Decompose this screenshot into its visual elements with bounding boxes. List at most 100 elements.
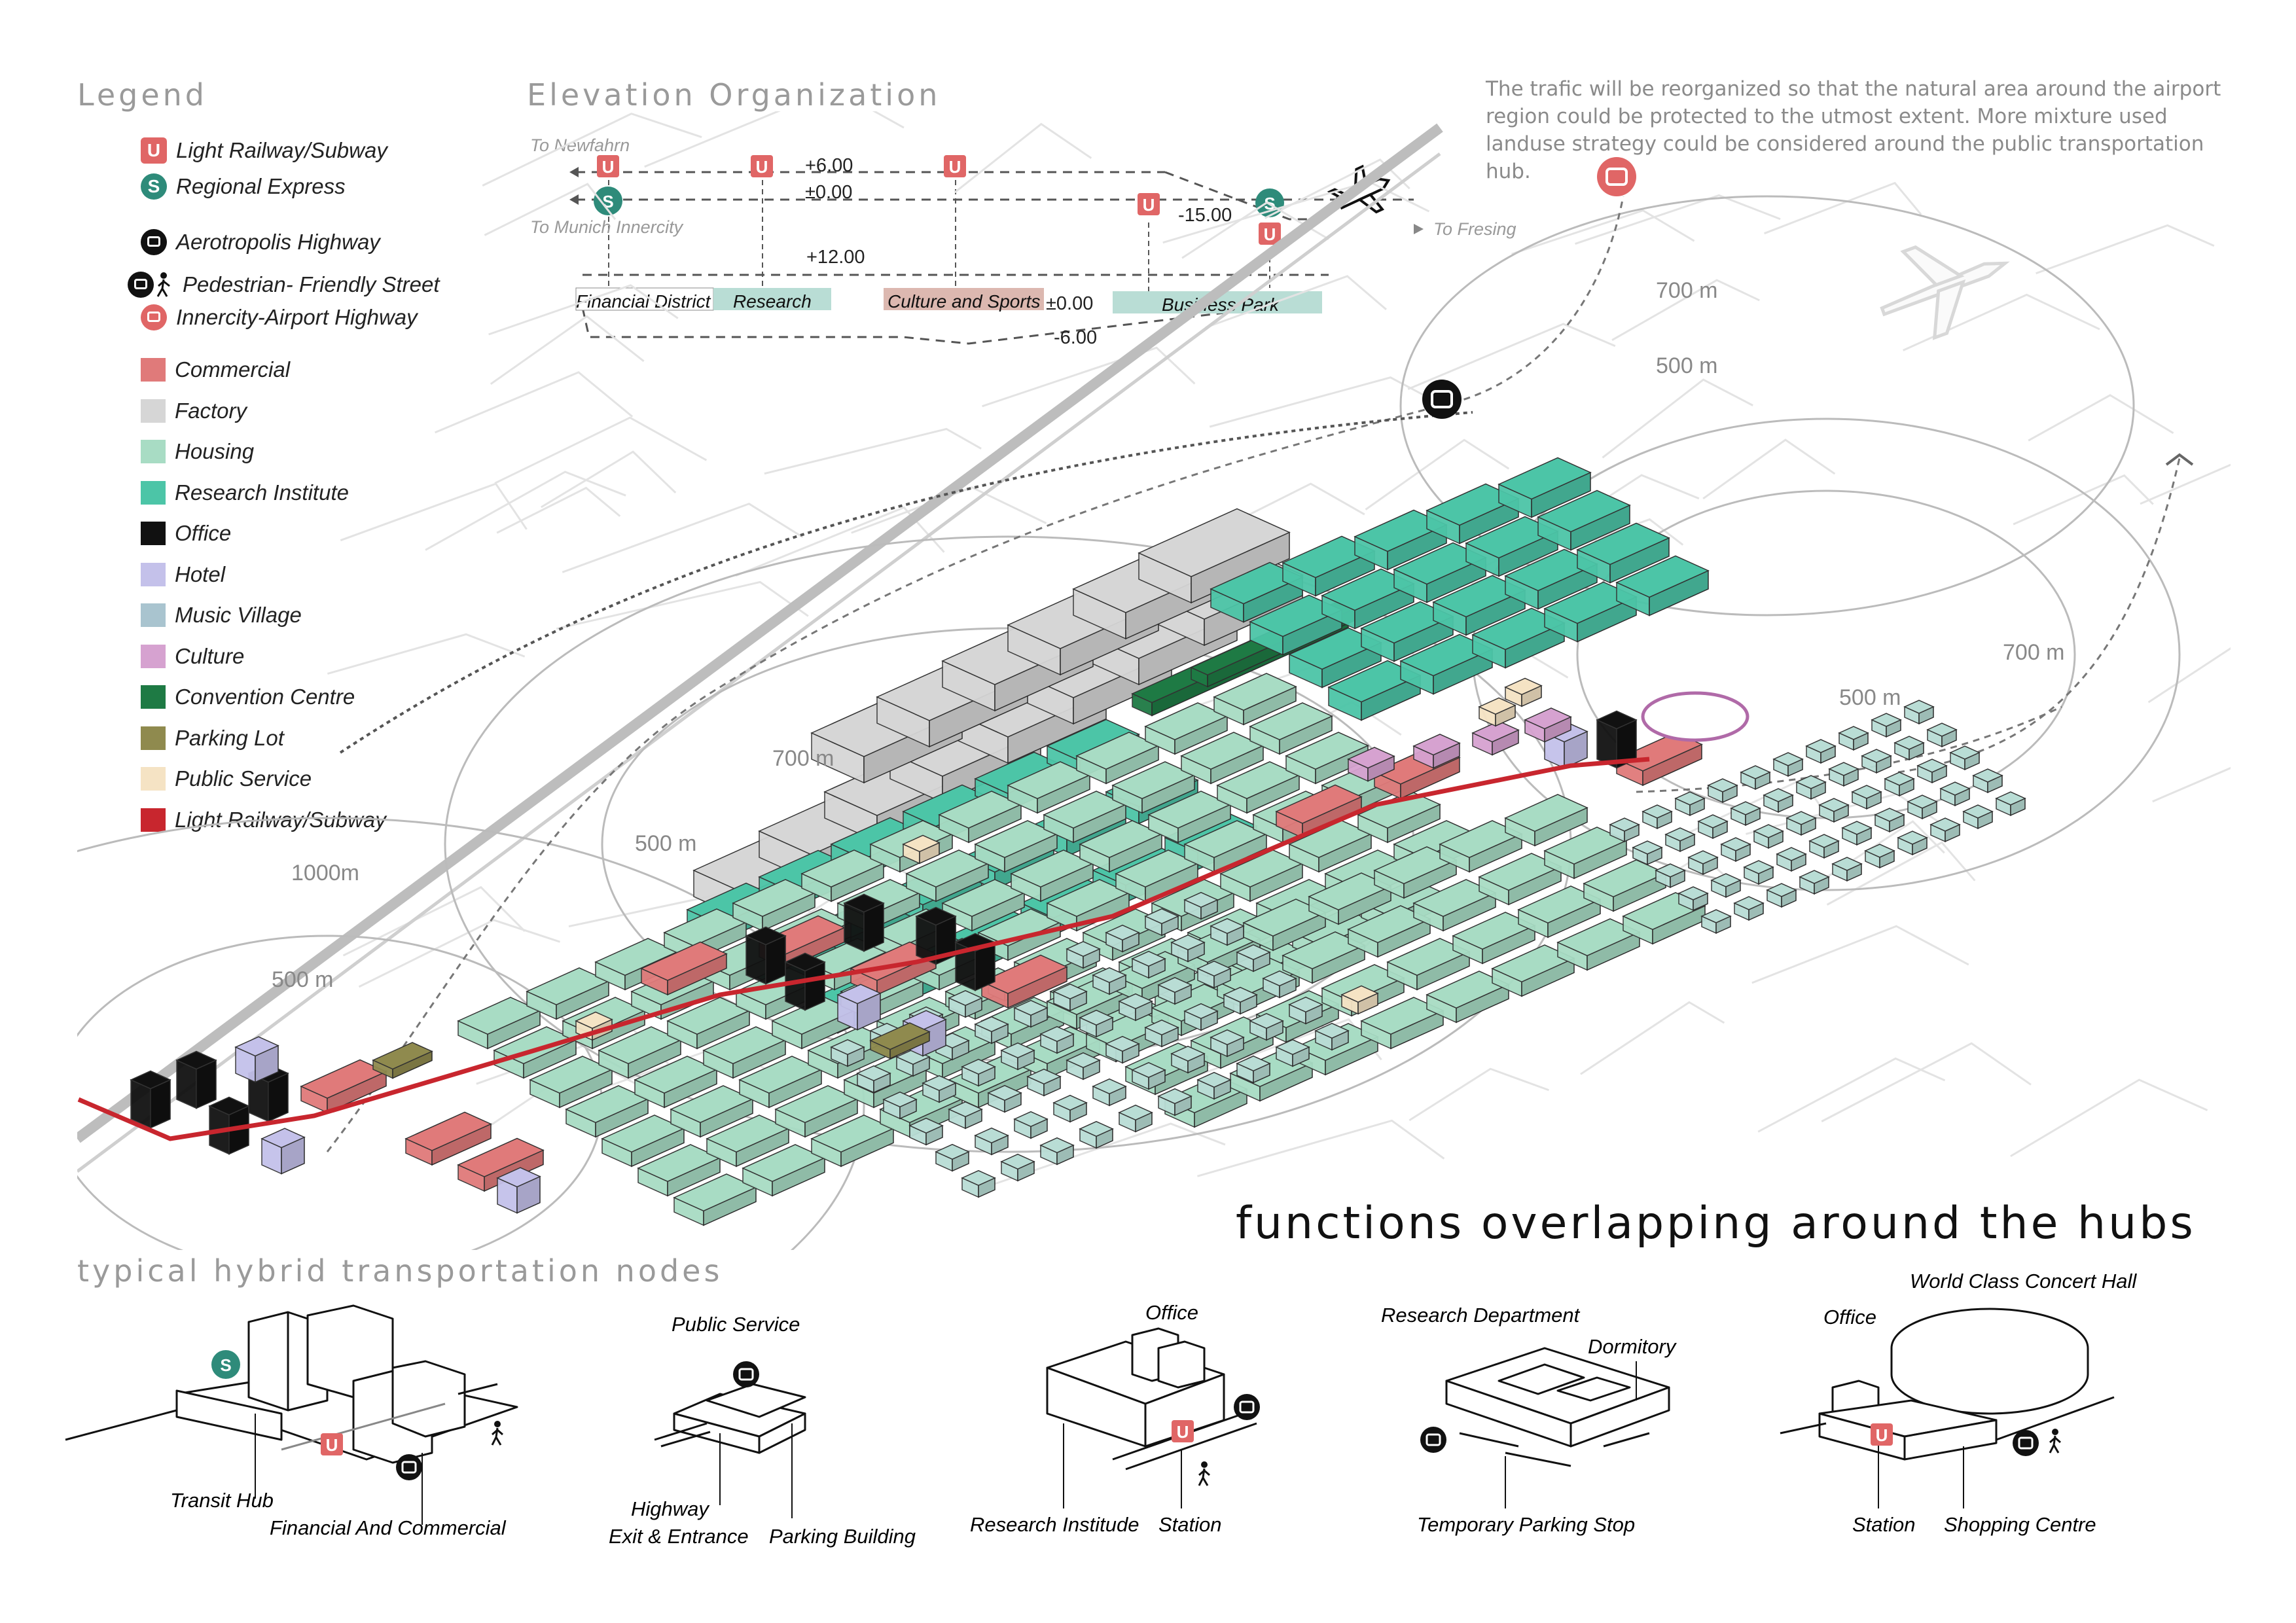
office-building: [843, 893, 885, 952]
small-building: [1916, 758, 1948, 784]
small-building: [1740, 765, 1771, 791]
legend-swatch: [141, 358, 166, 382]
housing-building: [1347, 905, 1431, 958]
small-building: [1851, 785, 1882, 810]
u-bahn-icon: U: [141, 137, 167, 164]
housing-building: [738, 1056, 823, 1109]
small-building: [1236, 944, 1271, 972]
legend-item-landuse: Research Institute: [141, 476, 349, 509]
small-building: [1210, 1029, 1245, 1058]
elevation-diagram: U U U U U S S: [569, 155, 1424, 345]
small-building: [1795, 775, 1827, 800]
strategy-note: The trafic will be reorganized so that t…: [1486, 77, 2221, 183]
underground-line: [581, 300, 1323, 345]
legend-item-landuse: Parking Lot: [141, 722, 284, 755]
legend-swatch: [141, 726, 166, 750]
node3-station-label: Station: [1158, 1513, 1222, 1536]
bus-icon: [396, 1454, 422, 1480]
legend-swatch: [141, 480, 166, 505]
small-building: [1776, 847, 1807, 872]
bus-icon: [141, 229, 167, 255]
node-concert-hall: [1780, 1308, 2115, 1461]
commercial-building: [404, 1111, 492, 1166]
small-building: [1632, 840, 1663, 866]
small-building: [922, 1075, 957, 1103]
legend-item-landuse: Music Village: [141, 599, 302, 632]
level-plus6: +6.00: [805, 155, 853, 176]
housing-building: [1249, 702, 1333, 755]
office-building: [954, 933, 996, 991]
u-bahn-icon: [944, 155, 966, 177]
legend-item-light-railway: U Light Railway/Subway: [141, 134, 387, 167]
small-building: [1196, 1071, 1232, 1100]
u-bahn-icon: U: [321, 1433, 343, 1455]
legend-label: Culture: [175, 643, 245, 668]
small-building: [1707, 778, 1738, 804]
small-building: [1013, 1111, 1049, 1139]
background-streets: [327, 111, 2231, 1188]
pedestrian-icon: [1198, 1461, 1210, 1486]
small-building: [1105, 1035, 1140, 1064]
radius-label-700-east: 700 m: [2003, 640, 2065, 665]
small-building: [1841, 821, 1873, 846]
legend-swatch: [141, 562, 166, 586]
small-building: [1105, 924, 1140, 953]
office-building: [130, 1070, 171, 1129]
s-bahn-icon: [1255, 188, 1284, 217]
legend-label: Housing: [175, 439, 255, 463]
legend-label: Hotel: [175, 562, 226, 586]
research-building: [1249, 594, 1343, 656]
node2-highway-label: Highway: [631, 1497, 709, 1520]
small-building: [1674, 791, 1706, 817]
small-building: [830, 1039, 865, 1067]
research-building: [1327, 660, 1422, 721]
small-building: [974, 1127, 1009, 1156]
small-building: [1262, 970, 1297, 999]
public-service-building: [1478, 697, 1516, 727]
legend-item-pedestrian-street: Pedestrian- Friendly Street: [128, 268, 440, 301]
node2-parking-label: Parking Building: [769, 1525, 916, 1548]
radius-label-500-west: 500 m: [272, 967, 334, 992]
legend-item-landuse: Culture: [141, 640, 244, 673]
concert-hall: [1641, 691, 1749, 742]
radius-label-500-mid: 500 m: [635, 831, 697, 856]
small-building: [1893, 736, 1925, 761]
housing-building: [529, 1056, 613, 1109]
level-minus15: -15.00: [1178, 205, 1232, 226]
small-building: [1157, 976, 1193, 1005]
small-building: [1687, 850, 1719, 876]
research-building: [1321, 568, 1415, 630]
legend-label: Pedestrian- Friendly Street: [183, 272, 440, 296]
small-building: [1808, 834, 1840, 859]
node1-financial-label: Financial And Commercial: [270, 1516, 506, 1539]
research-building: [1615, 555, 1710, 616]
s-bahn-icon: [594, 187, 622, 215]
housing-building: [974, 820, 1058, 873]
housing-building: [1183, 820, 1268, 873]
subway-line: [77, 757, 1650, 1141]
node1-transit-hub-label: Transit Hub: [170, 1489, 274, 1512]
small-building: [1926, 722, 1958, 748]
legend-item-landuse: Housing: [141, 435, 254, 468]
small-building: [1766, 883, 1797, 908]
s-bahn-icon: S: [211, 1350, 240, 1379]
radius-label-500-east: 500 m: [1839, 685, 1901, 710]
node-research-station: [1046, 1327, 1257, 1471]
research-building: [1543, 581, 1638, 643]
s-bahn-icon: S: [141, 173, 167, 200]
legend-item-landuse: Commercial: [141, 353, 290, 386]
hotel-building: [234, 1036, 279, 1083]
small-building: [1907, 794, 1938, 820]
node5-concert-hall-label: World Class Concert Hall: [1910, 1270, 2137, 1293]
small-building: [1972, 768, 2003, 794]
factory-building: [1138, 508, 1291, 604]
small-building: [1903, 700, 1935, 725]
legend-swatch: [141, 399, 166, 423]
small-building: [1929, 817, 1961, 843]
small-building: [1170, 1045, 1206, 1074]
svg-text:U: U: [1264, 224, 1276, 244]
research-building: [1471, 607, 1566, 669]
housing-building: [1079, 820, 1163, 873]
research-building: [1360, 601, 1454, 662]
small-building: [1131, 950, 1166, 979]
